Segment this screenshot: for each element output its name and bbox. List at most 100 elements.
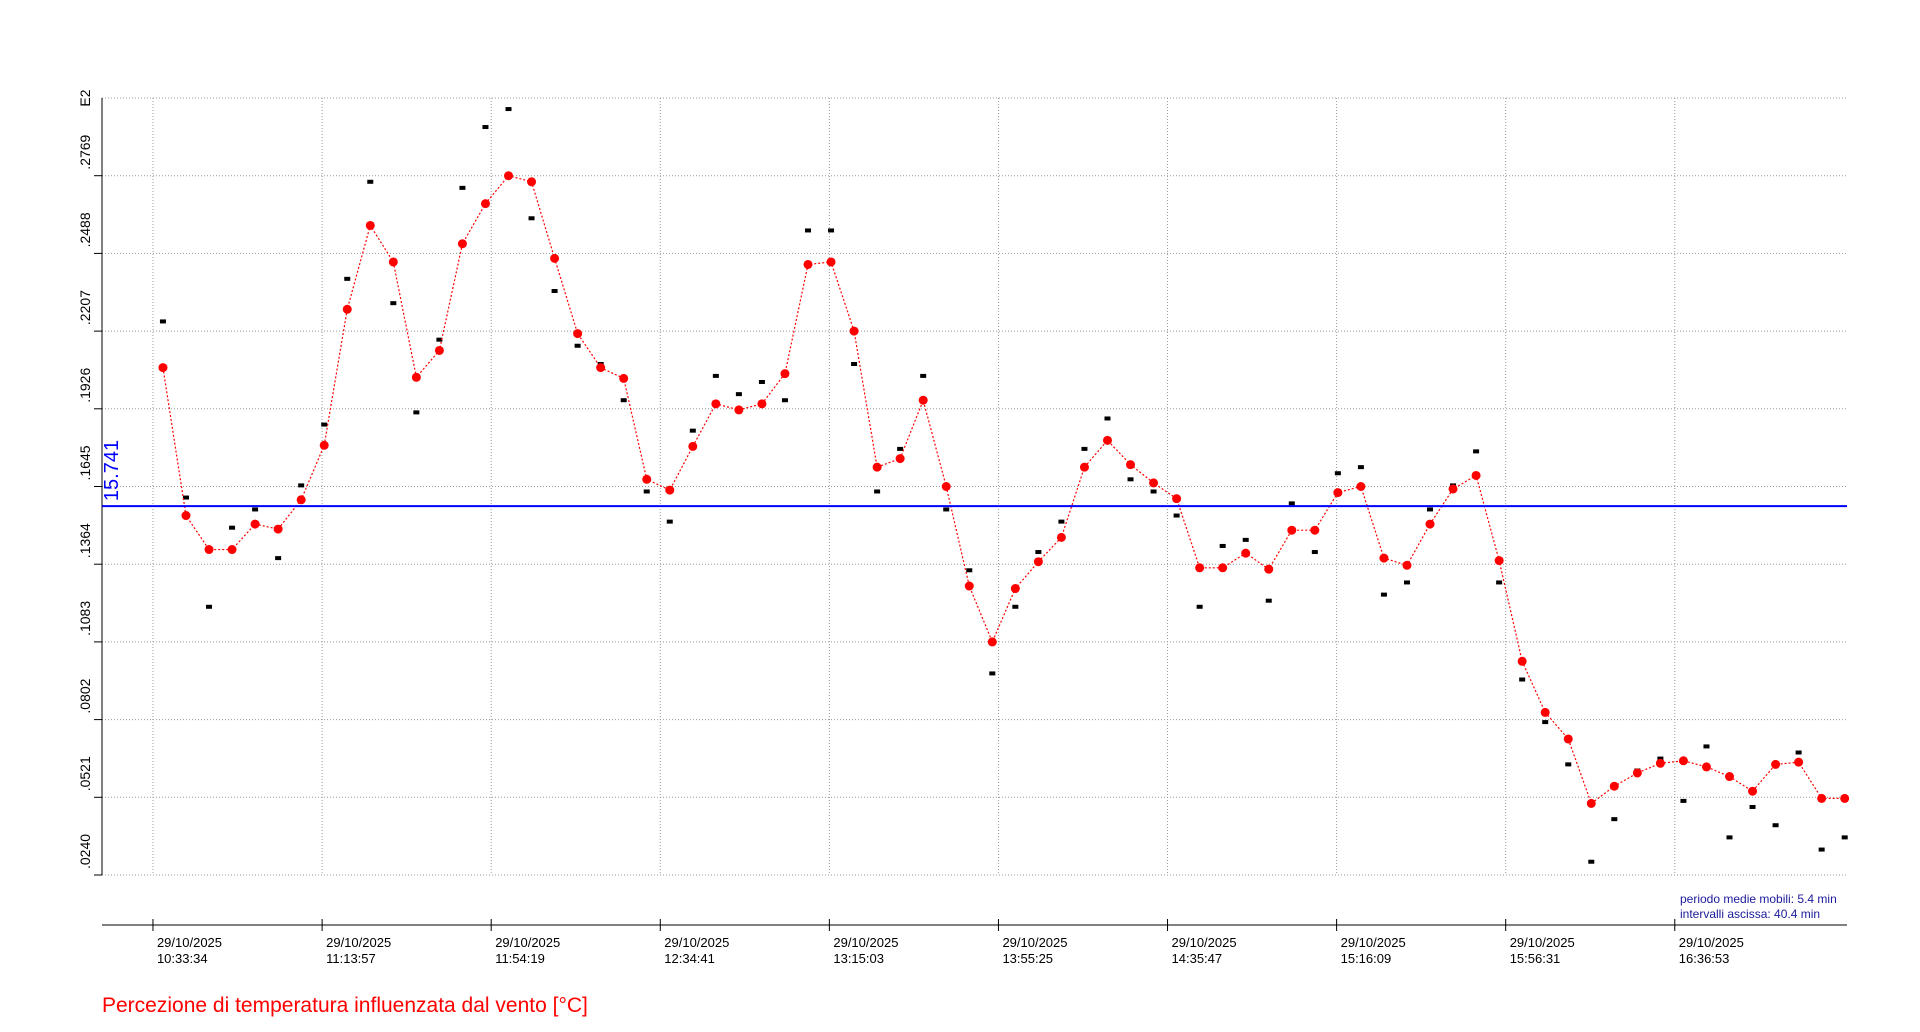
point xyxy=(688,441,698,451)
point xyxy=(805,228,812,233)
point xyxy=(895,454,905,464)
point xyxy=(828,228,835,233)
point xyxy=(550,253,560,263)
annotation: periodo medie mobili: 5.4 min xyxy=(1680,892,1837,906)
point xyxy=(1058,519,1065,524)
point xyxy=(1473,449,1480,454)
point xyxy=(1657,756,1664,761)
point xyxy=(1127,477,1134,482)
point xyxy=(874,489,881,494)
point xyxy=(1540,707,1550,717)
point xyxy=(735,392,742,397)
point xyxy=(551,289,558,294)
point xyxy=(1288,501,1295,506)
point xyxy=(941,482,951,491)
point xyxy=(1264,564,1274,574)
point xyxy=(252,507,259,512)
point xyxy=(918,395,928,405)
point xyxy=(388,257,398,267)
point xyxy=(1519,677,1526,682)
point xyxy=(365,220,375,230)
point xyxy=(1102,435,1112,445)
point xyxy=(757,399,767,409)
x-tick-label: 29/10/2025 11:54:19 xyxy=(495,935,561,966)
point xyxy=(296,495,306,505)
series-line xyxy=(162,175,1845,805)
x-tick-label: 29/10/2025 14:35:47 xyxy=(1171,935,1237,966)
point xyxy=(390,301,397,306)
x-tick-label: 29/10/2025 10:33:34 xyxy=(156,935,223,966)
point xyxy=(1749,804,1756,809)
point xyxy=(1563,734,1573,744)
point xyxy=(1265,598,1272,603)
y-tick-label: .0802 xyxy=(77,678,93,713)
point xyxy=(851,362,858,367)
point xyxy=(229,525,236,530)
point xyxy=(643,489,650,494)
point xyxy=(642,474,652,484)
y-tick-label: .2488 xyxy=(77,212,93,247)
point xyxy=(182,495,189,500)
point xyxy=(1448,484,1458,494)
point xyxy=(1195,563,1205,573)
point xyxy=(1425,519,1435,529)
point xyxy=(434,345,444,355)
point xyxy=(803,259,813,269)
point xyxy=(1241,548,1251,558)
y-tick-label: .1083 xyxy=(77,601,93,636)
point xyxy=(1748,786,1758,796)
point xyxy=(459,185,466,190)
point xyxy=(250,519,260,529)
point xyxy=(1379,553,1389,563)
point xyxy=(920,373,927,378)
point xyxy=(1402,560,1412,570)
point xyxy=(1357,465,1364,470)
point xyxy=(1632,768,1642,778)
y-tick-label: .1364 xyxy=(77,523,93,558)
point xyxy=(1310,525,1320,535)
point xyxy=(1542,720,1549,725)
point xyxy=(1081,446,1088,451)
point xyxy=(1701,762,1711,772)
point xyxy=(1218,563,1228,573)
point xyxy=(1586,798,1596,808)
point xyxy=(527,177,537,187)
point xyxy=(482,125,489,130)
point xyxy=(1010,584,1020,594)
point xyxy=(480,199,490,209)
point xyxy=(1427,507,1434,512)
point xyxy=(872,462,882,472)
point xyxy=(528,216,535,221)
point xyxy=(1035,550,1042,555)
point xyxy=(1403,580,1410,585)
point xyxy=(989,671,996,676)
point xyxy=(943,507,950,512)
point xyxy=(1494,556,1504,566)
point xyxy=(1380,592,1387,597)
point xyxy=(1172,494,1182,504)
point xyxy=(826,257,836,267)
point xyxy=(1771,759,1781,769)
point xyxy=(897,446,904,451)
point xyxy=(780,369,790,379)
point xyxy=(504,171,514,181)
point xyxy=(1471,470,1481,480)
point xyxy=(319,440,329,450)
x-tick-label: 29/10/2025 15:56:31 xyxy=(1509,935,1575,966)
point xyxy=(665,485,675,495)
point xyxy=(1588,859,1595,864)
point xyxy=(966,568,973,573)
point xyxy=(1609,781,1619,791)
point xyxy=(298,483,305,488)
point xyxy=(1655,758,1665,768)
y-tick-label: .1645 xyxy=(77,445,93,480)
point xyxy=(1703,744,1710,749)
point xyxy=(574,343,581,348)
point xyxy=(367,179,374,184)
x-tick-label: 29/10/2025 13:15:03 xyxy=(833,935,899,966)
point xyxy=(712,373,719,378)
point xyxy=(159,319,166,324)
point xyxy=(1104,416,1111,421)
